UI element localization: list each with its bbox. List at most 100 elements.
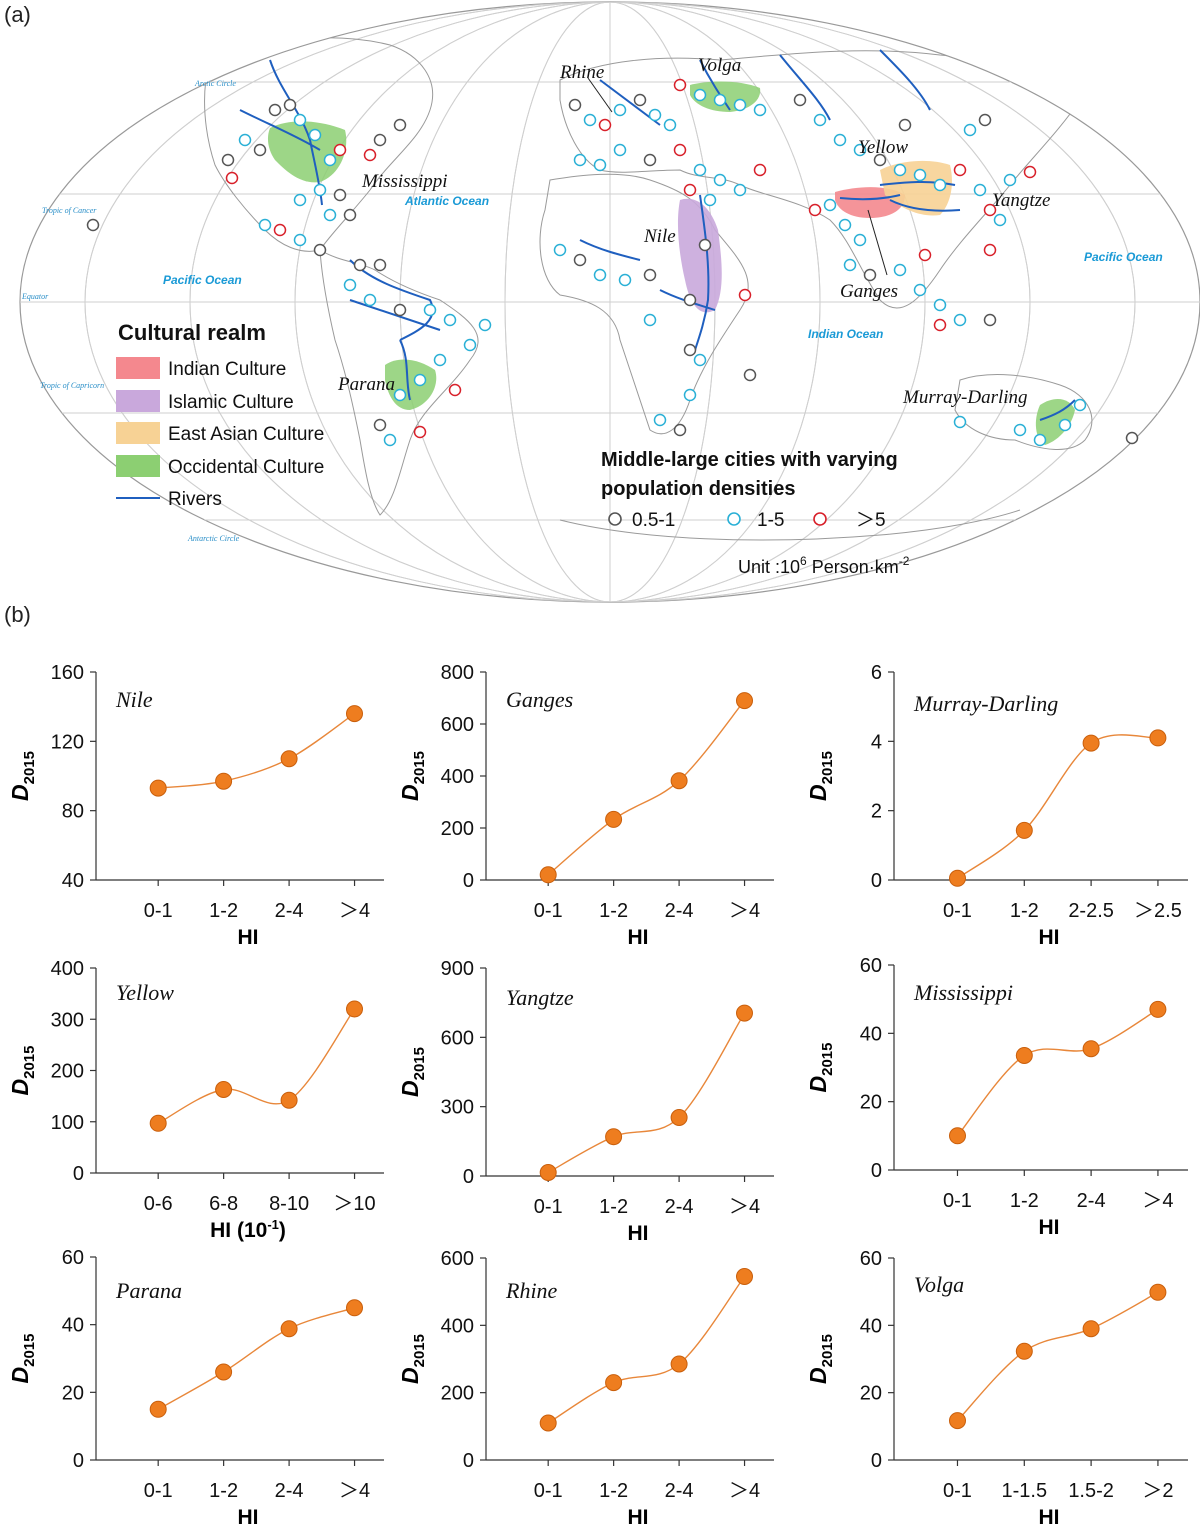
cultural-realm-legend: Cultural realm Indian Culture Islamic Cu… (116, 320, 324, 510)
y-tick-label: 0 (871, 1450, 882, 1472)
city-marker (933, 298, 947, 312)
y-tick-label: 160 (51, 662, 84, 684)
x-axis-title: HI (1039, 1506, 1060, 1526)
data-point (1015, 1342, 1033, 1360)
city-marker (953, 313, 967, 327)
city-marker (373, 133, 387, 147)
label-mississippi: Mississippi (361, 171, 448, 192)
legend-swatch-indian (116, 357, 160, 379)
x-tick-label: ＞4 (339, 1480, 370, 1502)
panel-a-label: (a) (4, 2, 31, 27)
label-pacific-ocean-east: Pacific Ocean (1084, 250, 1163, 264)
legend-label-rivers: Rivers (168, 489, 222, 510)
city-marker (863, 268, 877, 282)
city-marker (953, 163, 967, 177)
x-tick-label: 1-2 (209, 1480, 238, 1502)
x-tick-label: 1-1.5 (1001, 1480, 1047, 1502)
city-marker (333, 143, 347, 157)
city-marker (393, 303, 407, 317)
world-map: Arctic Circle Tropic of Cancer Equator T… (19, 1, 1200, 603)
data-point (1149, 729, 1167, 747)
city-marker (683, 183, 697, 197)
city-marker (1058, 418, 1072, 432)
city-marker (693, 353, 707, 367)
y-tick-label: 300 (441, 1097, 474, 1119)
data-point (280, 750, 298, 768)
y-tick-label: 20 (860, 1383, 882, 1405)
city-marker (733, 98, 747, 112)
y-tick-label: 120 (51, 731, 84, 753)
city-marker (225, 171, 239, 185)
city-marker (273, 223, 287, 237)
label-yangtze: Yangtze (992, 190, 1050, 211)
y-tick-label: 600 (441, 1027, 474, 1049)
data-point (605, 1128, 623, 1146)
city-marker (973, 183, 987, 197)
leader-ganges (867, 209, 888, 276)
chart-title: Rhine (505, 1278, 558, 1303)
y-tick-label: 80 (62, 801, 84, 823)
city-marker (633, 93, 647, 107)
panel-b-label: (b) (4, 602, 31, 627)
city-marker (653, 413, 667, 427)
data-point (280, 1091, 298, 1109)
legend-title: Cultural realm (118, 320, 266, 345)
y-tick-label: 100 (51, 1112, 84, 1134)
label-pacific-ocean-west: Pacific Ocean (163, 273, 242, 287)
label-indian-ocean: Indian Ocean (808, 327, 883, 341)
legend-label-islamic: Islamic Culture (168, 392, 294, 413)
label-rhine: Rhine (559, 62, 604, 83)
city-marker (853, 143, 867, 157)
x-tick-label: 2-4 (1077, 1190, 1106, 1212)
city-marker (663, 118, 677, 132)
series-line (547, 1276, 746, 1424)
y-tick-label: 400 (441, 766, 474, 788)
y-tick-label: 40 (860, 1315, 882, 1337)
city-marker (598, 118, 612, 132)
data-point (215, 1081, 233, 1098)
x-tick-label: 2-4 (665, 900, 694, 922)
y-axis-title: D2015 (397, 1334, 428, 1384)
city-marker (313, 243, 327, 257)
city-marker (983, 313, 997, 327)
city-marker (268, 103, 282, 117)
city-marker (613, 103, 627, 117)
series-line (158, 713, 355, 789)
label-volga: Volga (698, 55, 741, 76)
x-tick-label: 0-1 (943, 1190, 972, 1212)
label-murray-darling: Murray-Darling (902, 387, 1028, 408)
city-marker (583, 113, 597, 127)
data-point (149, 1114, 167, 1132)
y-tick-label: 40 (860, 1023, 882, 1045)
x-tick-label: ＞2.5 (1134, 900, 1182, 922)
city-marker (413, 373, 427, 387)
y-axis-title: D2015 (7, 1334, 38, 1384)
x-tick-label: ＞4 (729, 1196, 760, 1218)
city-marker (643, 268, 657, 282)
city-marker (463, 338, 477, 352)
city-marker (443, 313, 457, 327)
data-point (346, 1299, 363, 1317)
legend-label-indian: Indian Culture (168, 359, 286, 380)
y-tick-label: 40 (62, 1315, 84, 1337)
y-tick-label: 400 (51, 958, 84, 980)
city-markers (86, 78, 1139, 447)
city-marker (733, 183, 747, 197)
chart-title: Yangtze (506, 985, 574, 1010)
city-marker (1013, 423, 1027, 437)
chart-title: Ganges (506, 687, 573, 712)
city-marker (1003, 173, 1017, 187)
legend-swatch-occidental (116, 455, 160, 477)
x-axis-title: HI (628, 1506, 649, 1526)
y-tick-label: 2 (871, 801, 882, 823)
label-yellow: Yellow (858, 137, 908, 158)
city-marker (353, 258, 367, 272)
river-lines (239, 49, 1076, 421)
data-point (949, 1412, 966, 1430)
chart-3: 0 100 200 300 400 0-6 6-8 8-10 ＞10 HI (10-1) D2015… (7, 958, 384, 1242)
city-marker (913, 168, 927, 182)
data-point (949, 1127, 966, 1145)
x-tick-label: 1-2 (599, 1480, 628, 1502)
chart-title: Volga (914, 1272, 964, 1297)
y-tick-label: 900 (441, 958, 474, 980)
